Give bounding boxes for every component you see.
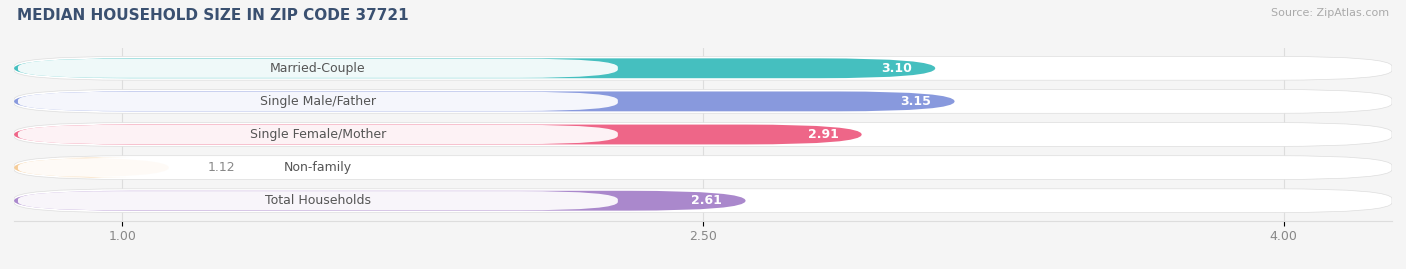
FancyBboxPatch shape — [14, 158, 169, 178]
Text: Total Households: Total Households — [264, 194, 371, 207]
FancyBboxPatch shape — [14, 191, 745, 211]
FancyBboxPatch shape — [14, 125, 862, 144]
FancyBboxPatch shape — [14, 56, 1392, 80]
FancyBboxPatch shape — [18, 158, 617, 177]
Text: 3.10: 3.10 — [882, 62, 912, 75]
FancyBboxPatch shape — [18, 191, 617, 210]
Text: Single Female/Mother: Single Female/Mother — [250, 128, 387, 141]
FancyBboxPatch shape — [14, 58, 935, 78]
Text: Source: ZipAtlas.com: Source: ZipAtlas.com — [1271, 8, 1389, 18]
Text: 2.61: 2.61 — [692, 194, 723, 207]
Text: Non-family: Non-family — [284, 161, 352, 174]
FancyBboxPatch shape — [18, 92, 617, 111]
FancyBboxPatch shape — [18, 59, 617, 78]
FancyBboxPatch shape — [14, 91, 955, 111]
FancyBboxPatch shape — [14, 123, 1392, 146]
Text: Married-Couple: Married-Couple — [270, 62, 366, 75]
FancyBboxPatch shape — [18, 125, 617, 144]
Text: 1.12: 1.12 — [208, 161, 235, 174]
FancyBboxPatch shape — [14, 189, 1392, 213]
Text: Single Male/Father: Single Male/Father — [260, 95, 375, 108]
Text: MEDIAN HOUSEHOLD SIZE IN ZIP CODE 37721: MEDIAN HOUSEHOLD SIZE IN ZIP CODE 37721 — [17, 8, 409, 23]
FancyBboxPatch shape — [14, 156, 1392, 179]
Text: 3.15: 3.15 — [900, 95, 931, 108]
FancyBboxPatch shape — [14, 90, 1392, 113]
Text: 2.91: 2.91 — [807, 128, 838, 141]
